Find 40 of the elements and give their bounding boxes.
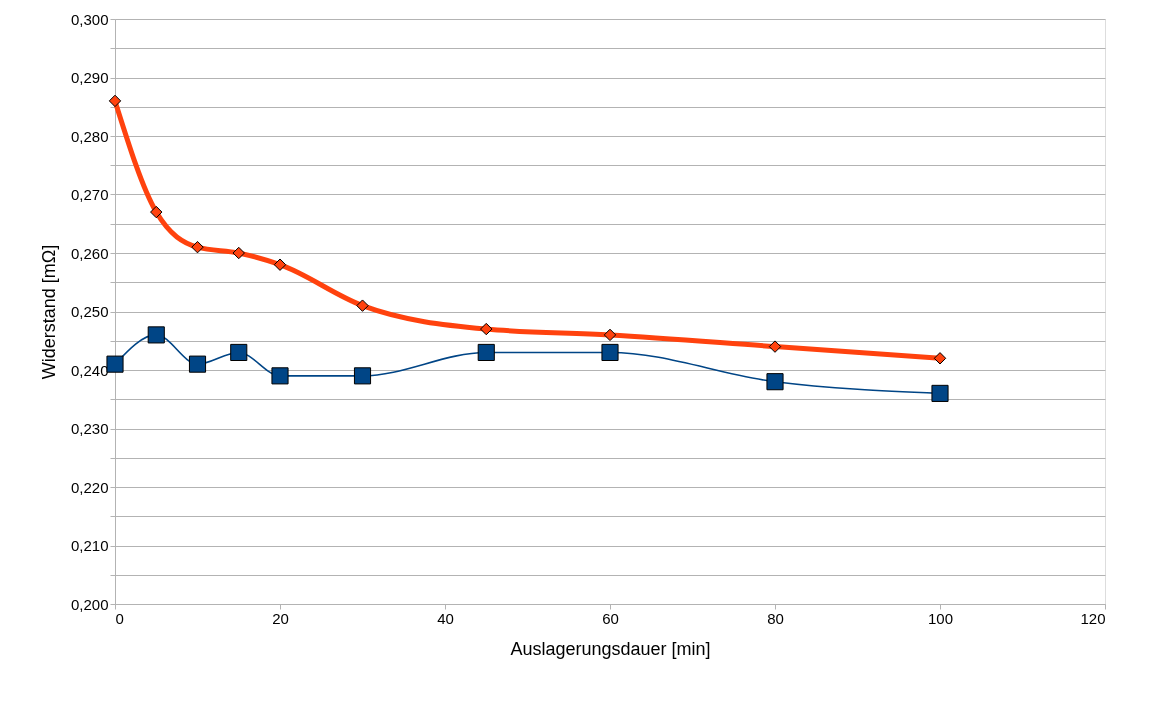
x-tick-label: 80 [767, 609, 784, 627]
point [230, 343, 248, 362]
point [273, 258, 287, 271]
x-tick-label: 0 [115, 609, 124, 627]
point [356, 299, 369, 312]
y-tick-label: 0,280 [70, 127, 109, 145]
x-tick-label: 100 [927, 609, 954, 627]
point [106, 355, 124, 373]
point [603, 328, 617, 342]
point [271, 367, 289, 385]
point [766, 373, 784, 391]
point [108, 94, 122, 108]
point [768, 340, 782, 353]
y-tick-label: 0,250 [70, 303, 109, 320]
point [188, 355, 207, 373]
y-tick-label: 0,230 [70, 420, 109, 437]
point [150, 205, 163, 219]
point [933, 352, 947, 365]
y-axis-title: Widerstand [mΩ] [38, 244, 59, 380]
point [232, 246, 245, 260]
x-tick-label: 40 [437, 609, 454, 627]
y-tick-label: 0,260 [70, 244, 109, 262]
y-tick-label: 0,300 [70, 10, 109, 28]
y-tick-label: 0,220 [70, 478, 109, 496]
point [601, 343, 619, 362]
y-tick-label: 0,270 [70, 186, 109, 203]
y-tick-label: 0,240 [70, 361, 109, 379]
point [353, 367, 372, 385]
y-tick-label: 0,290 [70, 69, 109, 86]
x-tick-label: 120 [1080, 609, 1106, 627]
point [191, 240, 204, 254]
point [147, 326, 165, 344]
point [931, 384, 949, 402]
x-tick-label: 60 [602, 609, 619, 627]
point [480, 322, 493, 336]
x-axis-title: Auslagerungsdauer [min] [510, 638, 711, 659]
y-tick-label: 0,210 [70, 537, 109, 554]
y-tick-label: 0,200 [70, 595, 109, 613]
point [477, 343, 495, 362]
x-tick-label: 20 [272, 609, 289, 627]
